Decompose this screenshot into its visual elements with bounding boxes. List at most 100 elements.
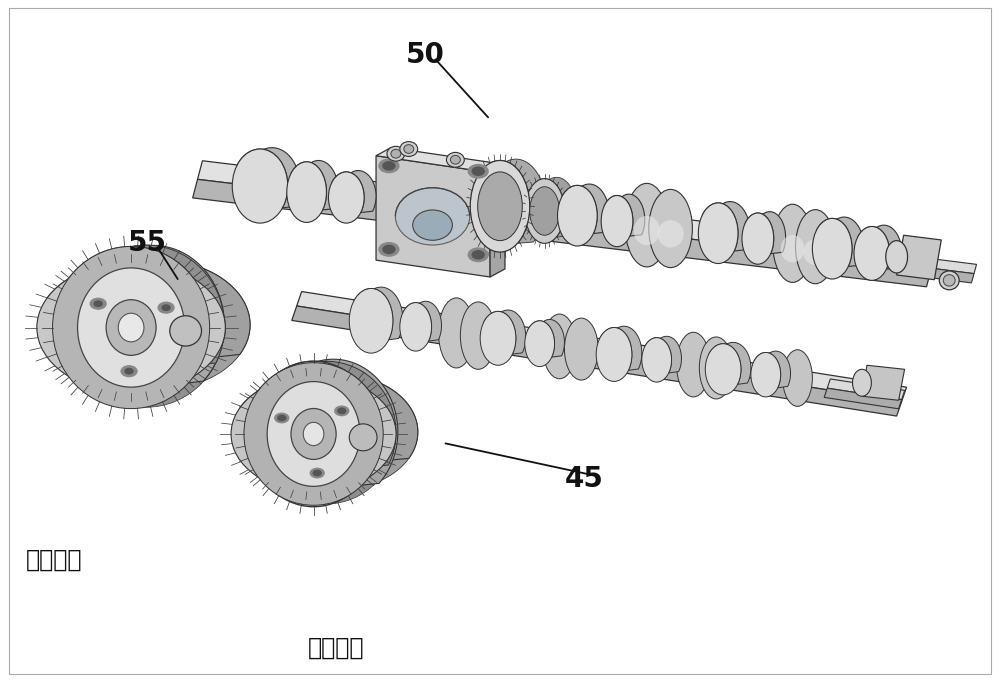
Ellipse shape	[939, 271, 959, 290]
Polygon shape	[292, 306, 902, 416]
Ellipse shape	[387, 147, 405, 161]
Polygon shape	[86, 246, 224, 384]
Polygon shape	[754, 351, 791, 388]
Polygon shape	[604, 194, 645, 236]
Polygon shape	[827, 379, 905, 400]
Ellipse shape	[478, 172, 522, 241]
Circle shape	[468, 248, 488, 261]
Polygon shape	[332, 170, 376, 213]
Polygon shape	[645, 336, 681, 373]
Ellipse shape	[328, 172, 364, 223]
Circle shape	[468, 164, 488, 178]
Ellipse shape	[699, 337, 733, 399]
Ellipse shape	[413, 210, 452, 240]
Polygon shape	[198, 161, 936, 268]
Ellipse shape	[698, 203, 738, 263]
Polygon shape	[272, 359, 398, 486]
Ellipse shape	[232, 149, 288, 223]
Ellipse shape	[742, 213, 774, 264]
Circle shape	[379, 243, 399, 256]
Ellipse shape	[480, 312, 516, 366]
Ellipse shape	[677, 332, 710, 397]
Polygon shape	[353, 287, 403, 340]
Ellipse shape	[642, 338, 672, 382]
Text: 排气门侧: 排气门侧	[26, 548, 82, 572]
Polygon shape	[376, 155, 490, 277]
Polygon shape	[297, 291, 907, 402]
Text: 进气门侧: 进气门侧	[308, 636, 365, 659]
Ellipse shape	[803, 239, 827, 265]
Ellipse shape	[231, 376, 396, 492]
Ellipse shape	[783, 350, 812, 406]
Ellipse shape	[267, 382, 360, 486]
Polygon shape	[403, 301, 441, 341]
Ellipse shape	[634, 216, 660, 245]
Ellipse shape	[649, 190, 692, 267]
Circle shape	[313, 471, 321, 476]
Ellipse shape	[812, 218, 852, 279]
Ellipse shape	[439, 298, 474, 368]
Polygon shape	[709, 342, 751, 385]
Ellipse shape	[853, 369, 871, 396]
Polygon shape	[561, 184, 609, 233]
Circle shape	[310, 469, 324, 478]
Ellipse shape	[558, 186, 597, 246]
Ellipse shape	[391, 149, 401, 158]
Ellipse shape	[886, 241, 908, 273]
Ellipse shape	[781, 235, 804, 263]
Polygon shape	[490, 164, 505, 277]
Ellipse shape	[291, 409, 336, 460]
Ellipse shape	[751, 353, 781, 397]
Ellipse shape	[525, 321, 555, 367]
Ellipse shape	[460, 302, 496, 369]
Polygon shape	[252, 361, 396, 466]
Polygon shape	[376, 148, 505, 173]
Polygon shape	[47, 260, 250, 357]
Polygon shape	[745, 211, 786, 254]
Ellipse shape	[773, 204, 812, 282]
Ellipse shape	[657, 220, 684, 248]
Polygon shape	[857, 225, 902, 269]
Circle shape	[121, 366, 137, 376]
Circle shape	[158, 302, 174, 313]
Ellipse shape	[62, 260, 250, 390]
Ellipse shape	[67, 245, 225, 407]
Circle shape	[383, 162, 395, 170]
Circle shape	[278, 415, 286, 421]
Polygon shape	[862, 366, 905, 400]
Ellipse shape	[78, 268, 185, 387]
Circle shape	[90, 298, 106, 309]
Polygon shape	[238, 148, 300, 208]
Circle shape	[338, 409, 346, 413]
Circle shape	[383, 246, 395, 254]
Polygon shape	[897, 235, 941, 280]
Ellipse shape	[60, 248, 203, 407]
Polygon shape	[483, 159, 546, 243]
Ellipse shape	[253, 374, 418, 490]
Polygon shape	[816, 217, 864, 267]
Polygon shape	[929, 268, 974, 283]
Ellipse shape	[404, 145, 414, 153]
Polygon shape	[824, 388, 902, 409]
Text: 45: 45	[564, 465, 603, 493]
Ellipse shape	[446, 152, 464, 167]
Circle shape	[335, 406, 349, 415]
Polygon shape	[528, 319, 564, 357]
Polygon shape	[61, 245, 225, 364]
Circle shape	[275, 413, 289, 423]
Ellipse shape	[244, 363, 383, 505]
Ellipse shape	[349, 424, 377, 451]
Text: 55: 55	[128, 229, 167, 257]
Circle shape	[162, 305, 170, 310]
Ellipse shape	[470, 160, 530, 252]
Polygon shape	[193, 179, 931, 287]
Polygon shape	[291, 160, 338, 210]
Ellipse shape	[596, 327, 632, 381]
Ellipse shape	[37, 263, 225, 393]
Ellipse shape	[854, 226, 890, 280]
Circle shape	[125, 368, 133, 374]
Ellipse shape	[525, 179, 564, 243]
Ellipse shape	[118, 313, 144, 342]
Polygon shape	[600, 326, 642, 370]
Polygon shape	[702, 202, 750, 251]
